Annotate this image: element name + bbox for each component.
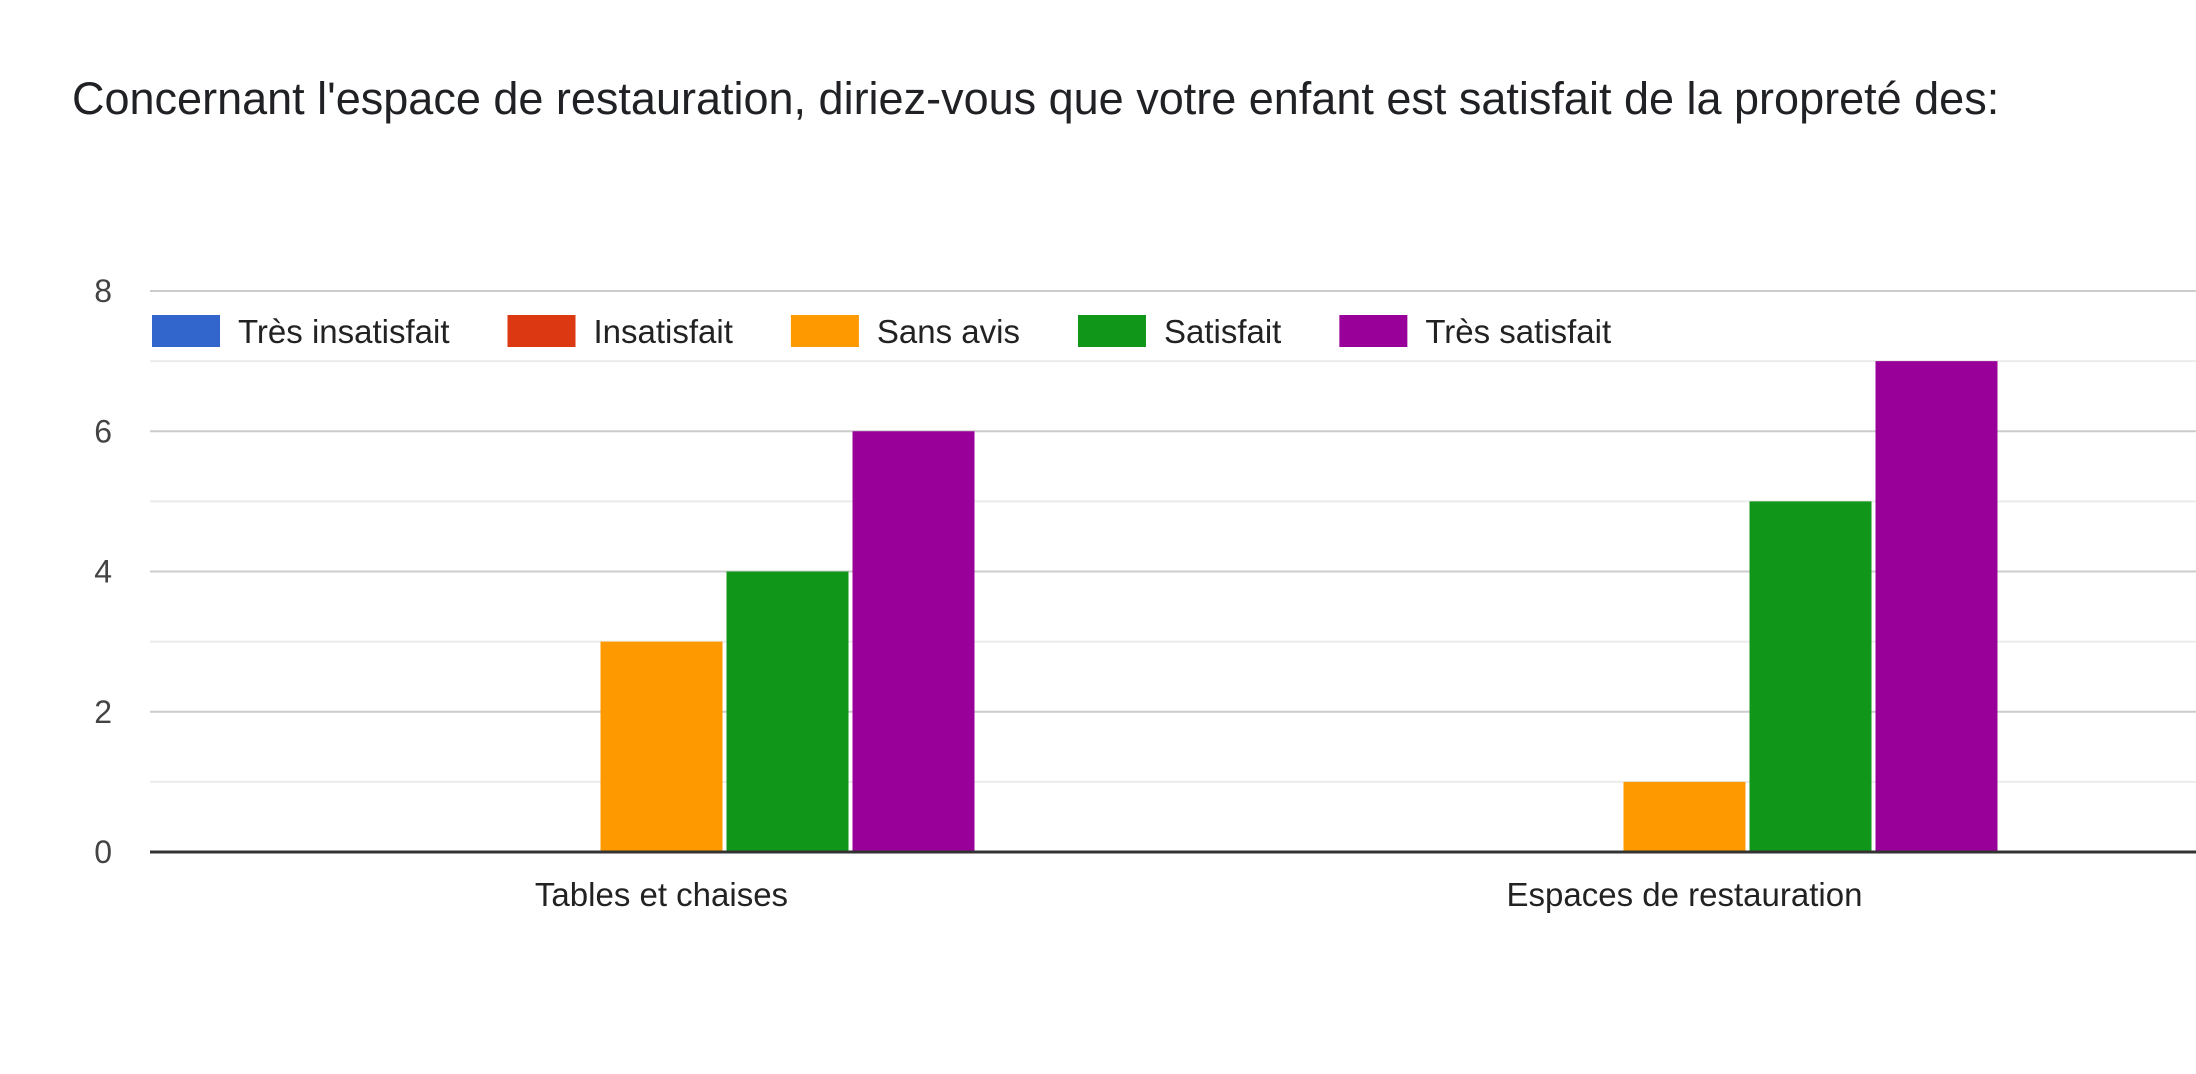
bar-satisfait-2	[1749, 501, 1872, 852]
legend-label: Insatisfait	[594, 313, 733, 350]
legend: Très insatisfait Insatisfait Sans avis Sati…	[152, 313, 1611, 350]
legend-item: Sans avis	[790, 313, 1020, 350]
legend-swatch	[507, 315, 576, 347]
x-tick-label: Espaces de restauration	[1507, 876, 1863, 913]
y-tick-label: 8	[94, 273, 112, 309]
legend-label: Satisfait	[1164, 313, 1281, 350]
bar-satisfait-1	[726, 571, 849, 852]
bar-sans-avis-2	[1623, 781, 1746, 852]
y-tick-label: 2	[94, 694, 112, 730]
legend-label: Très satisfait	[1425, 313, 1611, 350]
y-tick-label: 4	[94, 554, 112, 590]
legend-item: Insatisfait	[507, 313, 733, 350]
legend-item: Satisfait	[1077, 313, 1281, 350]
legend-label: Très insatisfait	[238, 313, 450, 350]
bar-sans-avis-1	[600, 641, 723, 852]
y-tick-label: 6	[94, 413, 112, 449]
legend-swatch	[152, 315, 220, 347]
legend-item: Très insatisfait	[152, 313, 450, 350]
bar-très-satisfait-1	[852, 431, 975, 852]
bar-très-satisfait-2	[1875, 361, 1998, 852]
chart-title: Concernant l'espace de restauration, dir…	[72, 73, 2000, 124]
y-tick-label: 0	[94, 834, 112, 870]
legend-item: Très satisfait	[1339, 313, 1611, 350]
legend-swatch	[1339, 315, 1408, 347]
bars	[600, 361, 1998, 852]
legend-label: Sans avis	[877, 313, 1020, 350]
axes: 0 2 4 6 8 Tables et chaises Espaces de restaur…	[94, 273, 2196, 913]
legend-swatch	[1077, 315, 1146, 347]
gridlines	[150, 290, 2196, 783]
legend-swatch	[790, 315, 859, 347]
x-tick-label: Tables et chaises	[535, 876, 788, 913]
